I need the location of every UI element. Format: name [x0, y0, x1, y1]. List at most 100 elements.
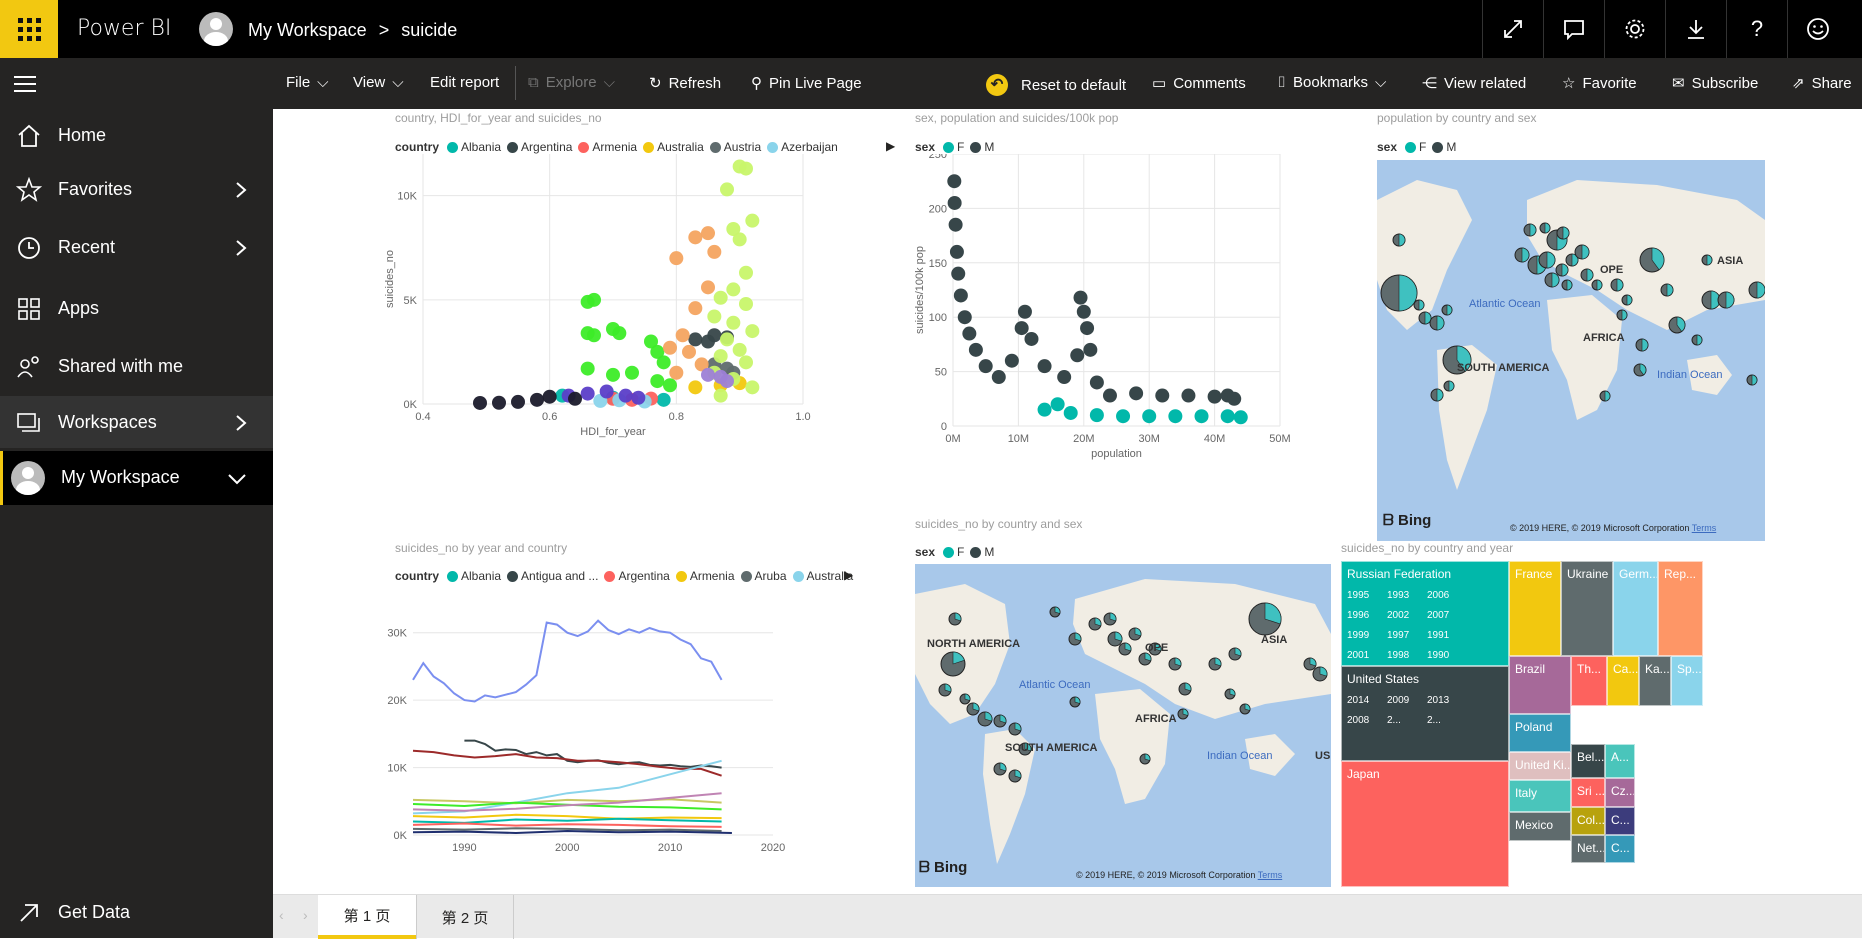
legend-item[interactable]: M — [1432, 140, 1456, 154]
terms-link[interactable]: Terms — [1257, 870, 1283, 880]
legend-next-icon[interactable]: ▶ — [886, 139, 896, 153]
file-menu[interactable]: File ⌵ — [286, 74, 329, 91]
treemap-subtile-label[interactable]: 2001 — [1347, 650, 1370, 661]
legend-next-icon[interactable]: ▶ — [844, 568, 854, 582]
treemap-tile[interactable]: United States 2014 2009 2013 2008 2... 2... — [1341, 666, 1509, 761]
legend-item[interactable]: Argentina — [507, 140, 572, 154]
treemap-tile[interactable]: Russian Federation 1995 1993 2006 1996 2002 20… — [1341, 561, 1509, 666]
expand-icon[interactable] — [1482, 0, 1543, 58]
favorite-button[interactable]: ☆ Favorite — [1562, 74, 1637, 93]
treemap-tile[interactable]: Mexico — [1509, 812, 1571, 841]
treemap-tile[interactable]: Sri ... — [1571, 778, 1605, 807]
sidebar-item-my-workspace[interactable]: My Workspace — [0, 451, 273, 505]
treemap-subtile-label[interactable]: 2... — [1387, 715, 1401, 726]
chart-suicides-by-year[interactable]: 0K 10K 20K 30K 1990 2000 2010 2020 — [373, 587, 1143, 887]
map-markers[interactable] — [1377, 160, 1765, 541]
legend-item[interactable]: F — [1405, 140, 1426, 154]
legend-item[interactable]: Australia — [643, 140, 704, 154]
legend-item[interactable]: Armenia — [675, 569, 735, 583]
treemap-subtile-label[interactable]: 1999 — [1347, 630, 1370, 641]
treemap-tile[interactable]: C... — [1605, 807, 1635, 835]
legend-item[interactable]: Australia — [792, 569, 853, 583]
treemap-tile[interactable]: Poland — [1509, 714, 1571, 752]
avatar[interactable] — [199, 12, 233, 46]
subscribe-button[interactable]: ✉ Subscribe — [1672, 74, 1758, 93]
gear-icon[interactable] — [1604, 0, 1665, 58]
download-icon[interactable] — [1665, 0, 1726, 58]
treemap-subtile-label[interactable]: 2014 — [1347, 695, 1370, 706]
treemap-subtile-label[interactable]: 1996 — [1347, 610, 1370, 621]
comments-button[interactable]: ▭ Comments — [1152, 74, 1246, 93]
treemap-subtile-label[interactable]: 1993 — [1387, 590, 1410, 601]
legend-item[interactable]: M — [970, 545, 994, 559]
sidebar-item-workspaces[interactable]: Workspaces — [0, 396, 273, 448]
chart-population-suicides[interactable]: 0 50 100 150 200 250 0M 10M 20M 30M 40M 50M populati… — [913, 154, 1653, 554]
legend-item[interactable]: F — [943, 140, 964, 154]
treemap-tile[interactable]: Ca... — [1607, 656, 1639, 706]
treemap-subtile-label[interactable]: 1990 — [1427, 650, 1450, 661]
sidebar-item-recent[interactable]: Recent — [0, 221, 273, 275]
legend-item[interactable]: Albania — [447, 140, 501, 154]
tab-scroll-left-icon[interactable]: ‹ — [279, 907, 284, 923]
treemap-subtile-label[interactable]: 2002 — [1387, 610, 1410, 621]
legend-item[interactable]: F — [943, 545, 964, 559]
sidebar-item-favorites[interactable]: Favorites — [0, 163, 273, 217]
chart-hdi-suicides[interactable]: 0K 5K 10K 0.4 0.6 0.8 1.0 HDI_for_year suicides_… — [373, 154, 1193, 554]
legend-item[interactable]: Antigua and ... — [507, 569, 598, 583]
treemap-tile[interactable]: C... — [1605, 835, 1635, 863]
treemap-subtile-label[interactable]: 2008 — [1347, 715, 1370, 726]
treemap-subtile-label[interactable]: 2... — [1427, 715, 1441, 726]
smiley-icon[interactable] — [1787, 0, 1848, 58]
refresh-button[interactable]: ↻ Refresh — [649, 74, 721, 93]
map-markers[interactable] — [915, 564, 1331, 887]
pin-live-page-button[interactable]: ⚲ Pin Live Page — [751, 74, 862, 93]
treemap-tile[interactable]: Germ... — [1613, 561, 1658, 656]
map-suicides[interactable]: NORTH AMERICA OPE ASIA Atlantic Ocean AF… — [915, 564, 1331, 887]
legend-item[interactable]: Argentina — [604, 569, 670, 583]
legend-item[interactable]: Austria — [709, 140, 761, 154]
tab-scroll-right-icon[interactable]: › — [303, 907, 308, 923]
treemap-tile[interactable]: Rep... — [1658, 561, 1703, 656]
map-population[interactable]: ASIA OPE Atlantic Ocean AFRICA SOUTH AME… — [1377, 160, 1765, 541]
treemap-tile[interactable]: Italy — [1509, 780, 1571, 812]
legend-item[interactable]: Armenia — [578, 140, 637, 154]
breadcrumb-report[interactable]: suicide — [401, 20, 458, 40]
treemap-tile[interactable]: Net... — [1571, 835, 1605, 863]
treemap-tile[interactable]: United Ki... — [1509, 752, 1571, 780]
treemap-subtile-label[interactable]: 2013 — [1427, 695, 1450, 706]
legend-item[interactable]: Azerbaijan — [767, 140, 838, 154]
tab-page-2[interactable]: 第 2 页 — [416, 895, 514, 939]
treemap-subtile-label[interactable]: 2009 — [1387, 695, 1410, 706]
treemap-subtile-label[interactable]: 1997 — [1387, 630, 1410, 641]
terms-link[interactable]: Terms — [1691, 523, 1717, 533]
breadcrumb-workspace[interactable]: My Workspace — [248, 20, 367, 40]
treemap[interactable]: Russian Federation 1995 1993 2006 1996 2002 20… — [1341, 561, 1765, 887]
treemap-tile[interactable]: Sp... — [1671, 656, 1703, 706]
tab-page-1[interactable]: 第 1 页 — [318, 895, 416, 939]
treemap-tile[interactable]: Cz... — [1605, 778, 1635, 807]
hamburger-icon[interactable] — [14, 76, 36, 92]
sidebar-item-shared[interactable]: Shared with me — [0, 340, 273, 394]
edit-report-button[interactable]: Edit report — [430, 74, 499, 91]
brand-title[interactable]: Power BI — [77, 16, 172, 41]
view-related-button[interactable]: ⋲ View related — [1422, 74, 1526, 93]
treemap-subtile-label[interactable]: 1995 — [1347, 590, 1370, 601]
app-launcher-icon[interactable] — [0, 0, 58, 58]
comment-icon[interactable] — [1543, 0, 1604, 58]
share-button[interactable]: ⇗ Share — [1792, 74, 1852, 93]
help-icon[interactable]: ? — [1726, 0, 1787, 58]
view-menu[interactable]: View ⌵ — [353, 74, 404, 91]
reset-to-default-button[interactable]: ↶ Reset to default — [986, 74, 1126, 96]
treemap-subtile-label[interactable]: 1998 — [1387, 650, 1410, 661]
legend-item[interactable]: Albania — [447, 569, 501, 583]
treemap-tile[interactable]: Col... — [1571, 807, 1605, 835]
treemap-subtile-label[interactable]: 2006 — [1427, 590, 1450, 601]
treemap-tile[interactable]: Brazil — [1509, 656, 1571, 714]
bookmarks-menu[interactable]: ⌷ Bookmarks ⌵ — [1277, 74, 1386, 91]
treemap-subtile-label[interactable]: 1991 — [1427, 630, 1450, 641]
sidebar-item-home[interactable]: Home — [0, 109, 273, 163]
treemap-tile[interactable]: France — [1509, 561, 1561, 656]
treemap-tile[interactable]: Bel... — [1571, 744, 1605, 778]
treemap-tile[interactable]: Japan — [1341, 761, 1509, 887]
treemap-tile[interactable]: Ukraine — [1561, 561, 1613, 656]
